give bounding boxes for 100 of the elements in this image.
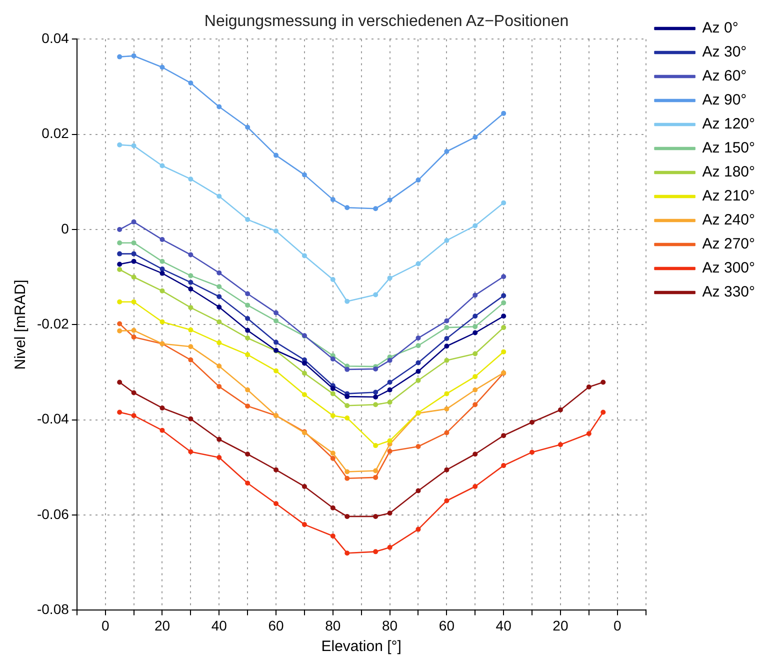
point: [216, 304, 222, 310]
legend-label: Az 180°: [702, 164, 756, 181]
point: [216, 436, 222, 442]
point: [472, 314, 478, 319]
point: [117, 410, 122, 415]
point: [558, 442, 563, 448]
point: [330, 356, 336, 362]
point: [444, 406, 450, 412]
point: [117, 299, 122, 304]
point: [373, 468, 378, 474]
x-tick-label: 40: [496, 617, 512, 634]
point: [344, 476, 350, 481]
point: [472, 330, 478, 336]
x-tick-label: 80: [325, 617, 341, 634]
point: [117, 240, 122, 246]
point: [274, 318, 279, 324]
point: [302, 392, 307, 398]
point: [160, 405, 165, 410]
point: [387, 198, 392, 203]
y-axis-title: Nivel [mRAD]: [12, 280, 30, 370]
point: [472, 223, 478, 228]
point: [416, 178, 421, 183]
point: [131, 328, 136, 333]
point: [245, 316, 250, 322]
point: [131, 219, 136, 224]
point: [160, 428, 165, 433]
point: [344, 415, 350, 420]
point: [387, 358, 392, 363]
point: [245, 291, 250, 296]
point: [373, 474, 378, 480]
point: [501, 314, 506, 319]
point: [216, 284, 222, 290]
y-tick-label: -0.04: [36, 410, 70, 427]
point: [245, 328, 250, 333]
point: [188, 80, 194, 86]
point: [131, 258, 136, 264]
point: [387, 544, 392, 550]
y-tick-label: -0.02: [36, 316, 70, 332]
point: [472, 484, 478, 489]
point: [117, 251, 122, 256]
point: [444, 344, 450, 349]
point: [472, 134, 478, 140]
point: [501, 349, 506, 354]
y-tick-label: 0.02: [42, 125, 70, 142]
point: [216, 270, 222, 276]
point: [274, 368, 279, 374]
point: [274, 310, 279, 316]
point: [501, 325, 506, 330]
legend-label: Az 120°: [702, 116, 756, 133]
point: [472, 292, 478, 298]
point: [330, 197, 336, 202]
point: [330, 505, 336, 510]
point: [444, 325, 450, 330]
x-tick-label: 20: [552, 617, 568, 634]
point: [188, 344, 194, 350]
point: [344, 403, 350, 408]
legend-label: Az 60°: [702, 68, 747, 85]
legend-label: Az 330°: [702, 284, 756, 301]
y-tick-label: 0.04: [42, 30, 70, 46]
point: [416, 360, 421, 366]
x-tick-label: 0: [101, 617, 110, 634]
point: [416, 343, 421, 348]
legend-label: Az 150°: [702, 140, 756, 157]
point: [131, 143, 136, 148]
point: [558, 407, 563, 412]
point: [216, 454, 222, 460]
point: [472, 402, 478, 408]
x-axis-title: Elevation [°]: [321, 638, 402, 656]
point: [330, 386, 336, 391]
point: [444, 467, 450, 472]
point: [302, 253, 307, 258]
point: [472, 324, 478, 330]
point: [188, 280, 194, 285]
x-tick-label: 60: [268, 617, 284, 634]
point: [245, 452, 250, 457]
y-tick-label: -0.06: [36, 506, 70, 522]
point: [188, 176, 194, 182]
point: [444, 498, 450, 504]
legend-label: Az 240°: [702, 212, 756, 229]
point: [330, 456, 336, 461]
point: [188, 357, 194, 362]
point: [302, 370, 307, 376]
point: [373, 549, 378, 554]
point: [131, 274, 136, 280]
point: [373, 394, 378, 400]
point: [416, 488, 421, 494]
point: [444, 391, 450, 396]
point: [416, 336, 421, 341]
point: [472, 351, 478, 356]
point: [600, 410, 606, 415]
point: [302, 172, 307, 178]
point: [188, 252, 194, 258]
point: [188, 449, 194, 454]
point: [344, 366, 350, 372]
point: [160, 163, 165, 168]
point: [586, 384, 592, 390]
legend-label: Az 0°: [702, 20, 738, 37]
point: [344, 205, 350, 210]
point: [501, 463, 506, 468]
point: [416, 444, 421, 450]
